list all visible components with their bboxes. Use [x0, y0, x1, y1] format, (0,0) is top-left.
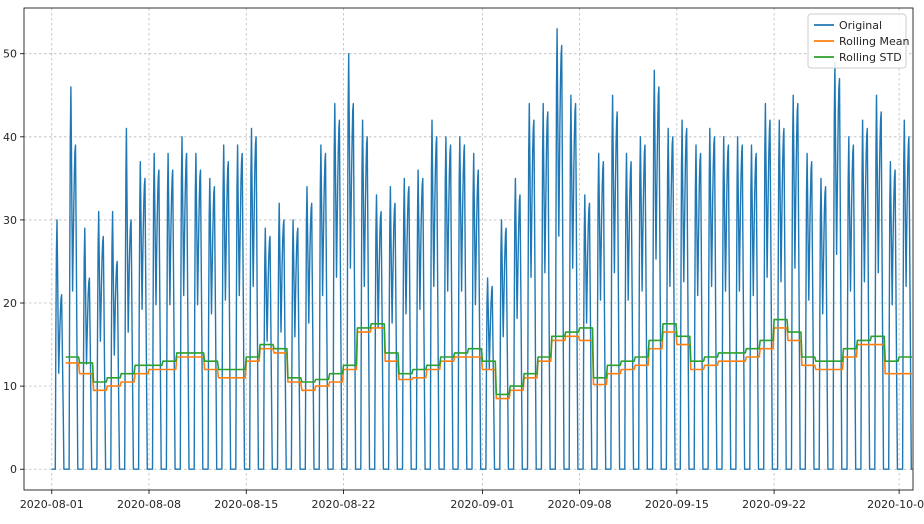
- axis-ticks: 0 10 20 30 40 50 2020-08-01 2020-08-08 2020-08-1…: [3, 48, 924, 511]
- y-tick-label: 50: [3, 48, 17, 61]
- y-tick-label: 0: [10, 463, 17, 476]
- x-tick-label: 2020-09-15: [645, 498, 709, 511]
- x-tick-label: 2020-09-22: [742, 498, 806, 511]
- legend-label: Rolling STD: [839, 51, 902, 64]
- x-tick-label: 2020-09-08: [548, 498, 612, 511]
- legend: Original Rolling Mean Rolling STD: [807, 13, 909, 69]
- plot-frame: [23, 7, 914, 491]
- x-tick-label: 2020-08-15: [214, 498, 278, 511]
- x-tick-label: 2020-10-01: [867, 498, 924, 511]
- series-line-original: [51, 28, 913, 470]
- y-tick-label: 30: [3, 214, 17, 227]
- legend-box: [807, 13, 907, 69]
- y-tick-label: 10: [3, 380, 17, 393]
- series-line-rolling-mean: [65, 327, 912, 400]
- x-tick-label: 2020-09-01: [450, 498, 514, 511]
- x-tick-label: 2020-08-01: [20, 498, 84, 511]
- series-line-rolling-std: [65, 318, 912, 396]
- x-tick-label: 2020-08-08: [117, 498, 181, 511]
- x-tick-label: 2020-08-22: [312, 498, 376, 511]
- y-tick-label: 20: [3, 297, 17, 310]
- legend-label: Rolling Mean: [839, 35, 909, 48]
- y-tick-label: 40: [3, 131, 17, 144]
- legend-label: Original: [839, 19, 882, 32]
- series-lines: [51, 28, 913, 470]
